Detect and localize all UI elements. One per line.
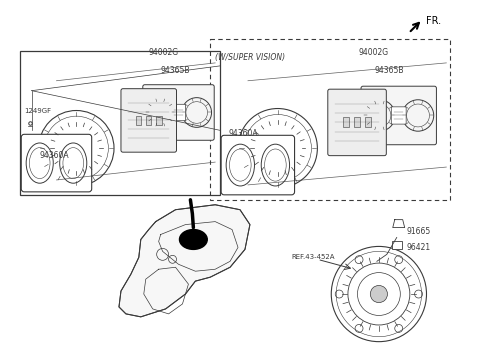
FancyBboxPatch shape [361, 86, 436, 145]
Text: 96421: 96421 [407, 243, 431, 252]
Ellipse shape [180, 230, 207, 250]
Text: 94365B: 94365B [374, 66, 404, 75]
Bar [136, 116, 141, 125]
Circle shape [72, 144, 81, 153]
Polygon shape [393, 220, 405, 228]
FancyBboxPatch shape [391, 107, 406, 124]
FancyBboxPatch shape [221, 135, 295, 195]
FancyBboxPatch shape [143, 85, 214, 140]
Text: 94365B: 94365B [161, 66, 190, 75]
Text: 91665: 91665 [407, 227, 431, 236]
Text: 94002G: 94002G [148, 48, 179, 57]
Bar [354, 117, 360, 127]
Bar [365, 117, 371, 127]
Polygon shape [119, 205, 250, 317]
Bar [20, 51, 220, 195]
FancyBboxPatch shape [121, 89, 177, 152]
Bar [210, 39, 450, 200]
FancyBboxPatch shape [171, 104, 186, 121]
Text: (W/SUPER VISION): (W/SUPER VISION) [215, 53, 285, 62]
Bar [392, 242, 402, 250]
Bar [146, 116, 151, 125]
Bar [156, 116, 162, 125]
Text: 1249GF: 1249GF [24, 108, 51, 113]
Text: 94360A: 94360A [40, 151, 69, 160]
Text: 94360A: 94360A [228, 129, 258, 138]
Circle shape [273, 143, 282, 153]
Circle shape [370, 285, 387, 303]
Text: 94002G: 94002G [359, 48, 389, 57]
Text: FR.: FR. [425, 16, 441, 26]
FancyBboxPatch shape [21, 134, 92, 192]
Text: REF.43-452A: REF.43-452A [291, 254, 335, 260]
Bar [343, 117, 349, 127]
FancyBboxPatch shape [328, 89, 386, 156]
